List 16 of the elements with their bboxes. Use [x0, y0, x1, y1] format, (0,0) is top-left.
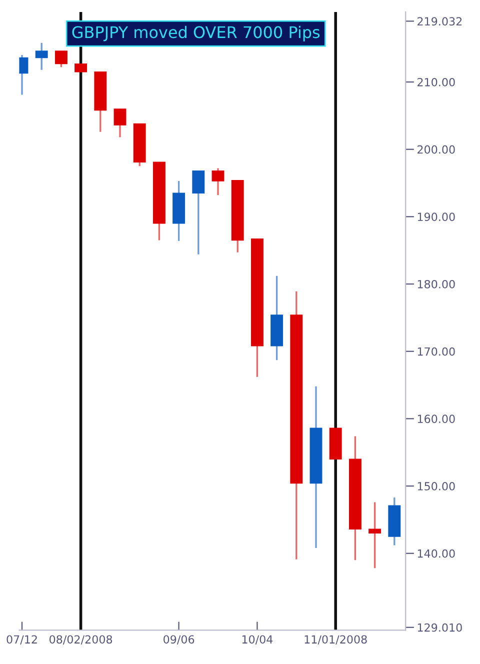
x-tick-label: 07/12 — [6, 635, 37, 644]
x-tick-label: 11/01/2008 — [304, 635, 367, 644]
y-tick-label: 180.00 — [418, 280, 455, 288]
x-tick-label: 09/06 — [164, 635, 194, 644]
y-tick-label: 190.00 — [418, 212, 455, 222]
y-tick-label: 219.032 — [418, 17, 462, 26]
y-tick-label: 129.010 — [418, 623, 462, 632]
annotation: GBPJPY moved OVER 7000 Pips — [72, 26, 320, 42]
x-tick-label: 08/02/2008 — [50, 635, 112, 644]
x-tick-label: 10/04 — [242, 635, 273, 644]
y-tick-label: 150.00 — [418, 482, 455, 490]
y-tick-label: 200.00 — [418, 145, 455, 154]
y-tick-label: 140.00 — [418, 549, 455, 558]
y-tick-label: 210.00 — [418, 78, 455, 86]
y-tick-label: 170.00 — [418, 347, 455, 356]
y-tick-label: 160.00 — [418, 414, 455, 424]
